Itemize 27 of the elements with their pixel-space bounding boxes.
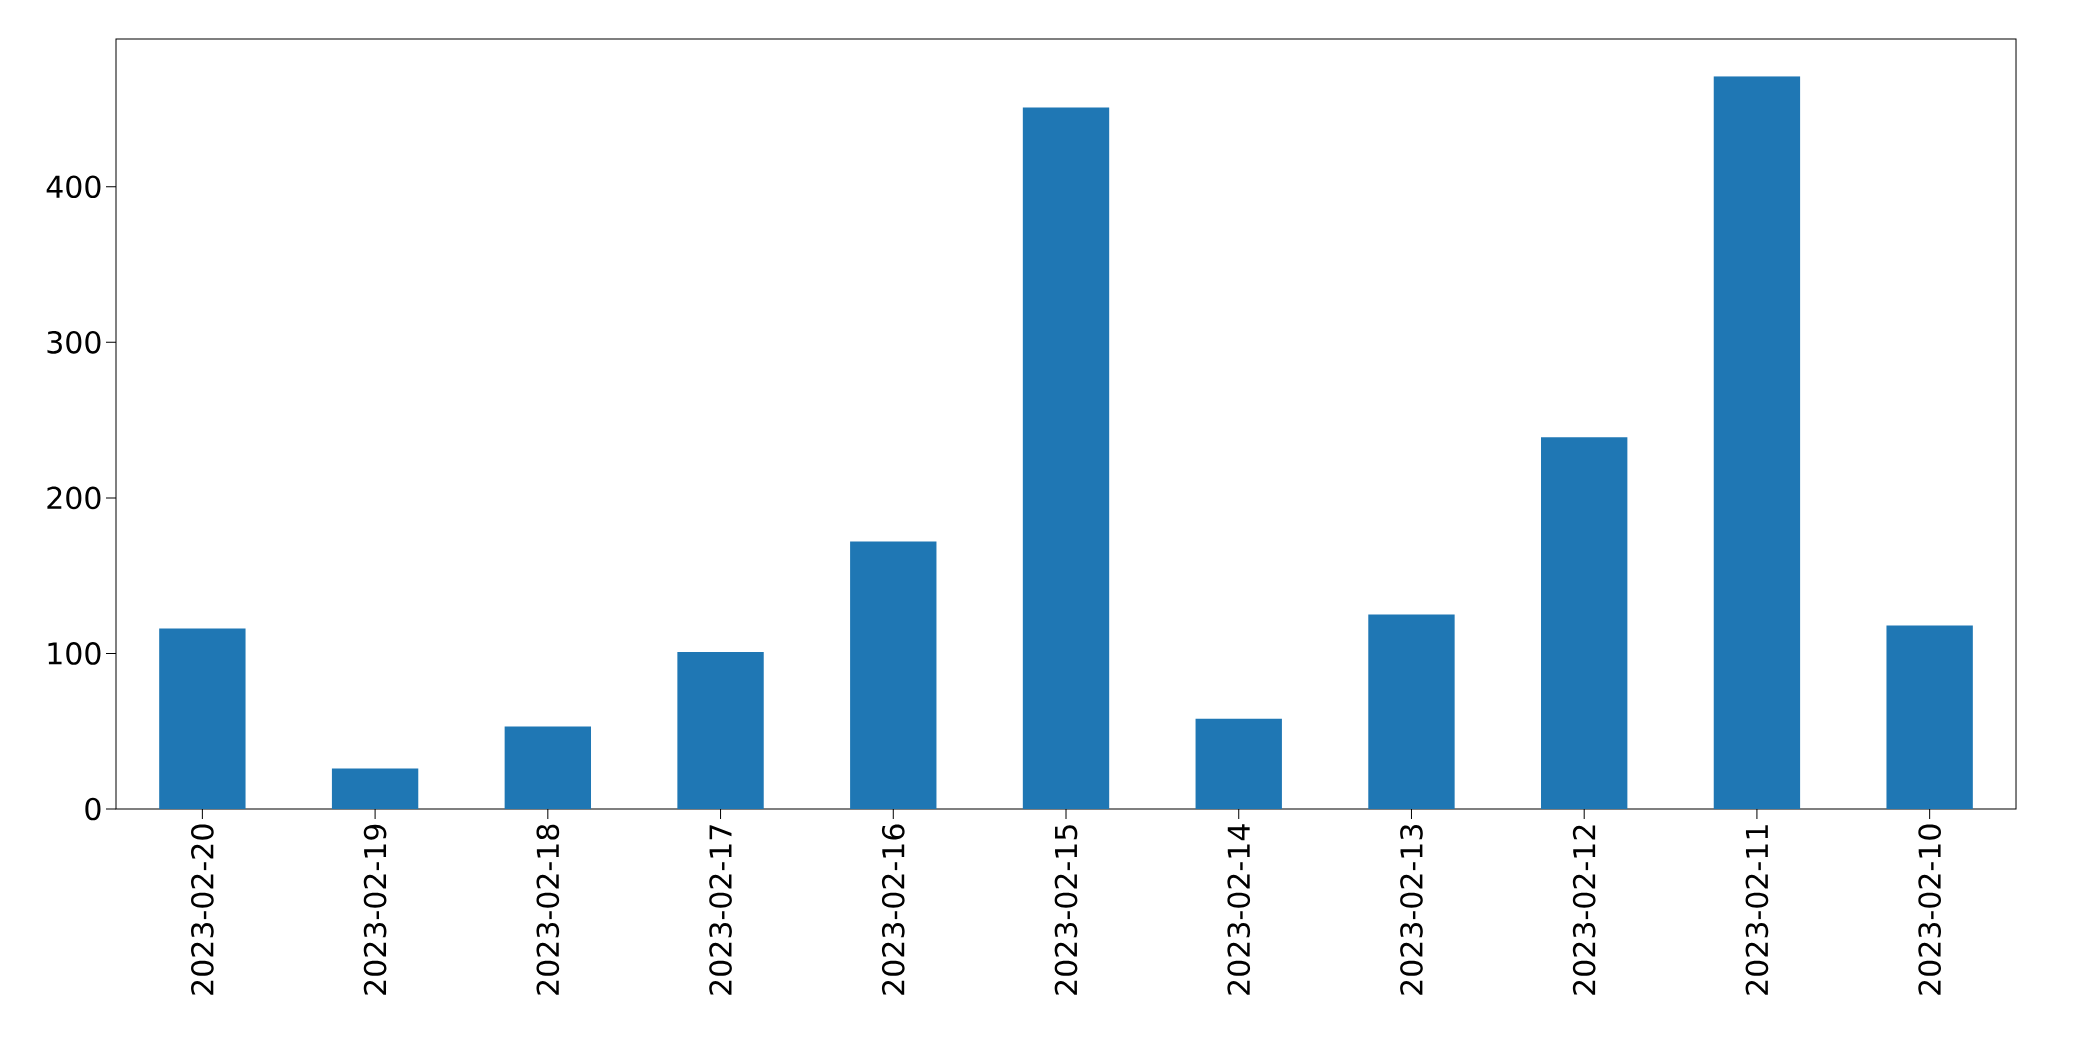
x-tick-label: 2023-02-19 [363, 824, 387, 995]
bar [504, 726, 592, 809]
x-tick-label: 2023-02-10 [1918, 824, 1941, 995]
bar [159, 628, 246, 809]
bar [331, 768, 419, 809]
x-tick-label: 2023-02-15 [1054, 825, 1078, 995]
y-tick-label: 0 [85, 797, 101, 821]
x-tick-label: 2023-02-16 [881, 824, 905, 995]
x-tick-label: 2023-02-14 [1227, 824, 1251, 995]
y-tick-label: 200 [47, 486, 101, 510]
x-tick-label: 2023-02-20 [191, 824, 214, 995]
bar [1368, 614, 1455, 809]
bar [677, 651, 764, 809]
x-tick-label: 2023-02-11 [1745, 825, 1769, 995]
bar [1886, 625, 1973, 809]
bar [1713, 76, 1801, 809]
bar [1195, 718, 1282, 809]
x-tick-label: 2023-02-13 [1400, 824, 1423, 995]
x-tick-label: 2023-02-17 [709, 825, 732, 995]
y-tick-label: 400 [46, 175, 101, 199]
x-tick-label: 2023-02-18 [536, 824, 560, 995]
bar [850, 541, 937, 809]
bar [1022, 107, 1110, 809]
bar [1541, 437, 1628, 809]
x-tick-label: 2023-02-12 [1572, 825, 1596, 995]
y-tick-label: 300 [47, 330, 101, 354]
y-tick-label: 100 [48, 642, 101, 665]
